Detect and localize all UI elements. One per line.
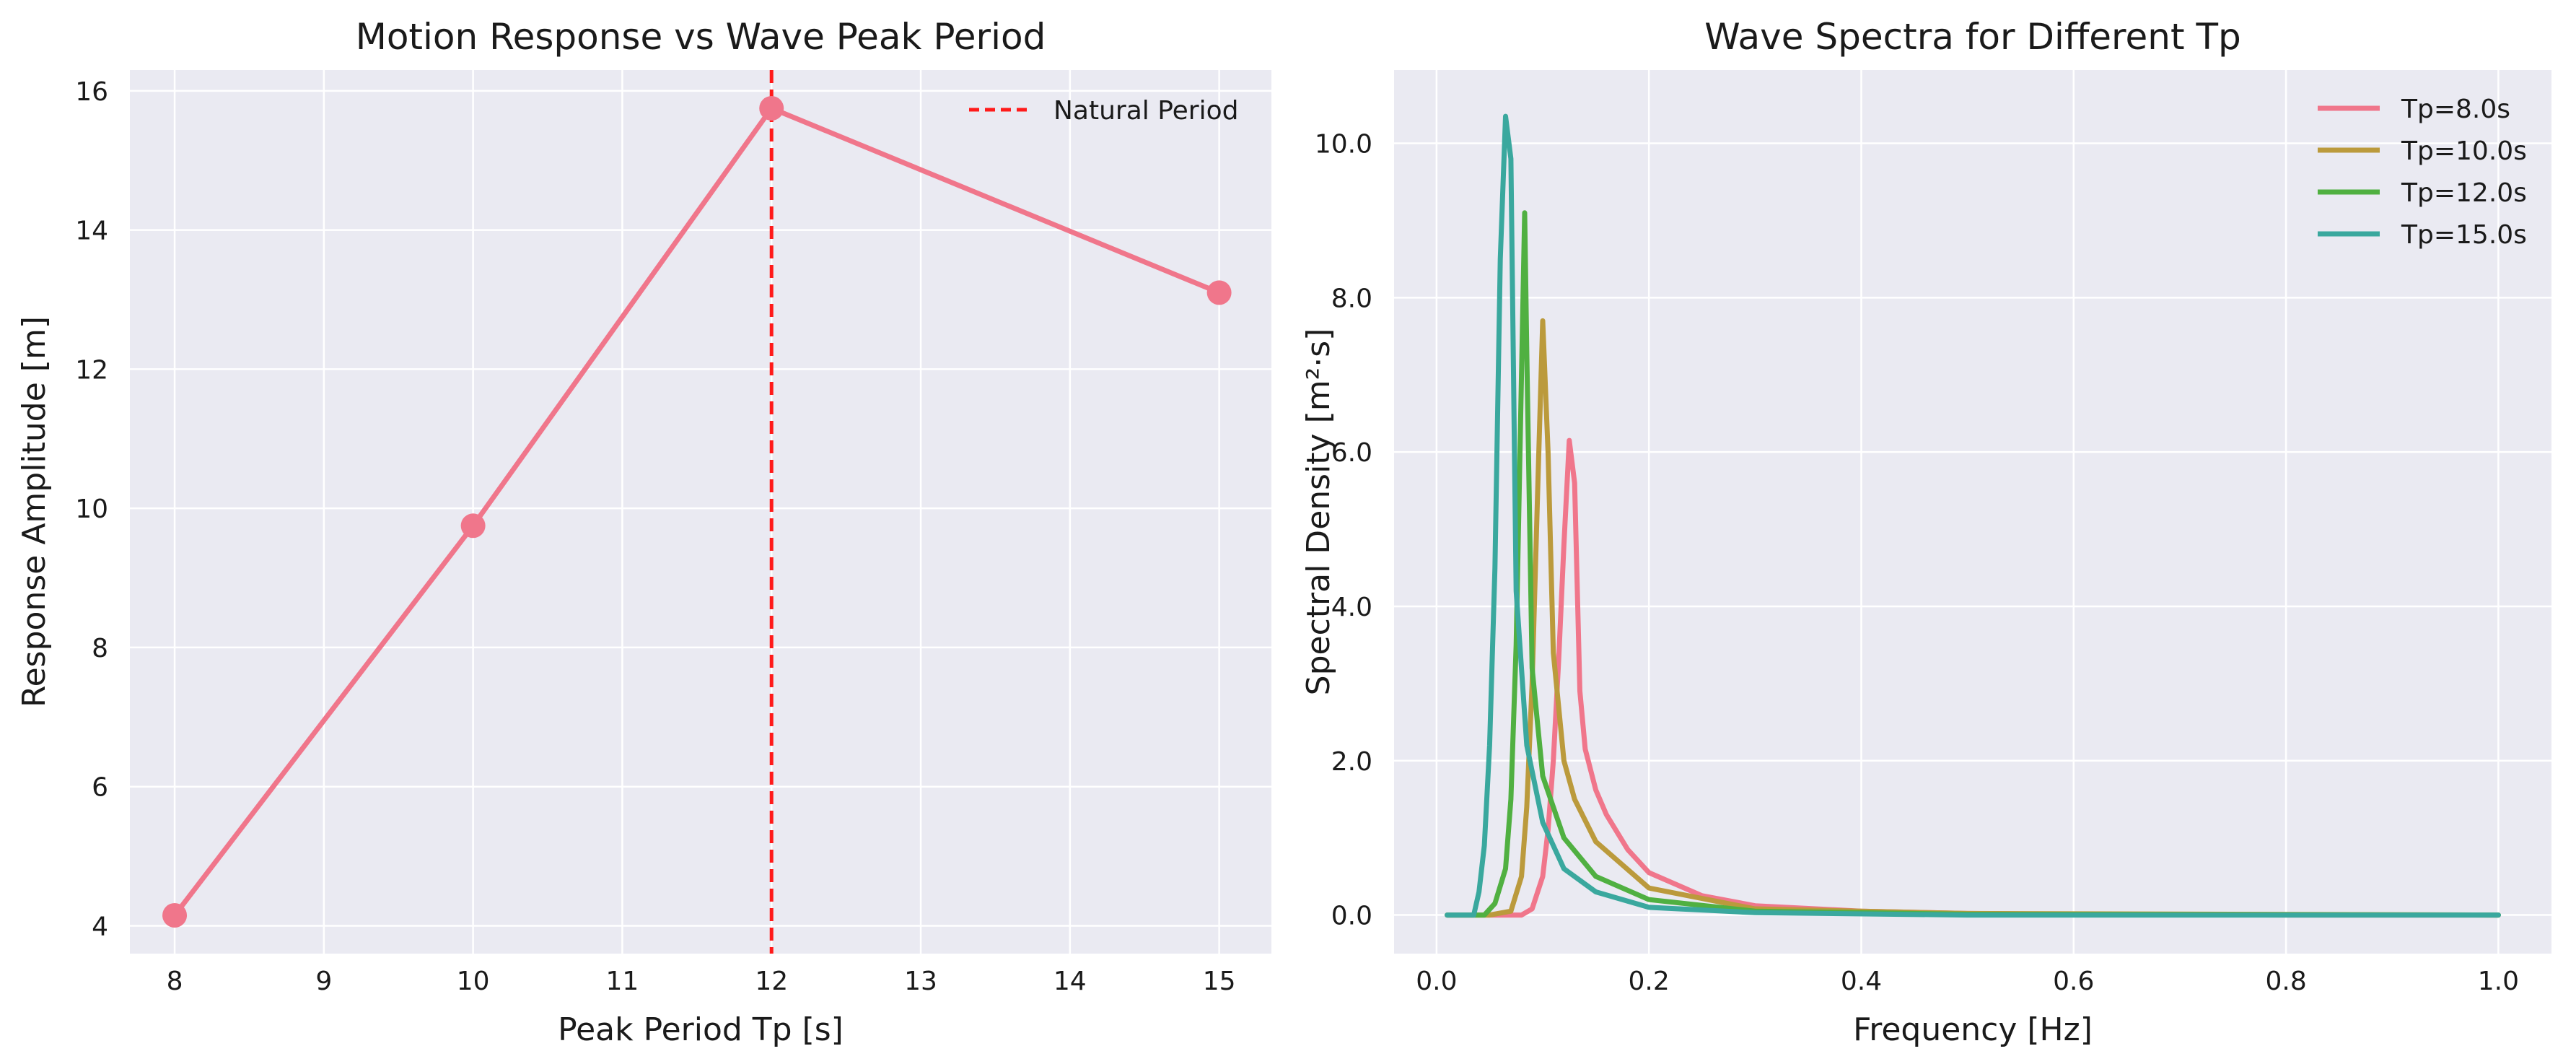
spectra-ticks: 0.0 0.2 0.4 0.6 0.8 1.0 0.0 2.0 4.0 6.0 8.0 10.0 xyxy=(1315,130,2519,996)
data-point xyxy=(460,513,486,539)
y-tick-label: 14 xyxy=(75,217,108,246)
spectra-x-axis-label: Frequency [Hz] xyxy=(1853,1011,2093,1048)
legend-label-natural-period: Natural Period xyxy=(1053,96,1238,126)
x-tick-label: 12 xyxy=(755,967,788,996)
data-point xyxy=(759,96,784,121)
y-tick-label: 10 xyxy=(75,494,108,524)
series-line-tp-10-0s xyxy=(1445,318,2501,918)
x-tick-label: 14 xyxy=(1053,967,1087,996)
legend-label-tp-8: Tp=8.0s xyxy=(2401,95,2510,124)
spectra-chart: 0.0 0.2 0.4 0.6 0.8 1.0 0.0 2.0 4.0 6.0 8.0 10.0 Wa… xyxy=(1300,16,2551,1048)
response-plot-area xyxy=(130,70,1271,954)
series-line-tp-12-0s xyxy=(1445,210,2501,918)
y-tick-label: 16 xyxy=(75,77,108,107)
y-tick-label: 6.0 xyxy=(1331,438,1372,468)
y-tick-label: 12 xyxy=(75,355,108,385)
response-y-axis-label: Response Amplitude [m] xyxy=(16,316,53,707)
x-tick-label: 0.4 xyxy=(1841,967,1882,996)
spectra-plot-area xyxy=(1394,70,2551,954)
response-chart-title: Motion Response vs Wave Peak Period xyxy=(356,16,1046,58)
data-point xyxy=(162,902,188,928)
x-tick-label: 11 xyxy=(606,967,639,996)
legend-label-tp-10: Tp=10.0s xyxy=(2401,136,2527,166)
y-tick-label: 2.0 xyxy=(1331,747,1372,777)
legend-label-tp-15: Tp=15.0s xyxy=(2401,220,2527,250)
x-tick-label: 0.8 xyxy=(2265,967,2306,996)
spectra-y-axis-label: Spectral Density [m²·s] xyxy=(1300,328,1337,696)
response-ticks: 8 9 10 11 12 13 14 15 4 6 8 10 12 14 16 xyxy=(75,77,1235,996)
x-tick-label: 15 xyxy=(1203,967,1236,996)
data-point xyxy=(1206,280,1232,305)
x-tick-label: 13 xyxy=(904,967,937,996)
x-tick-label: 8 xyxy=(167,967,183,996)
y-tick-label: 10.0 xyxy=(1315,130,1372,160)
y-tick-label: 8.0 xyxy=(1331,284,1372,313)
response-series-line xyxy=(172,105,1222,918)
y-tick-label: 0.0 xyxy=(1331,902,1372,931)
legend-label-tp-12: Tp=12.0s xyxy=(2401,178,2527,208)
y-tick-label: 4.0 xyxy=(1331,593,1372,622)
x-tick-label: 0.0 xyxy=(1416,967,1457,996)
x-tick-label: 0.6 xyxy=(2053,967,2094,996)
response-chart: 8 9 10 11 12 13 14 15 4 6 8 10 12 14 16 Motion Respons… xyxy=(16,16,1271,1048)
y-tick-label: 4 xyxy=(92,912,108,941)
y-tick-label: 8 xyxy=(92,634,108,663)
spectra-marks xyxy=(1445,113,2501,918)
response-legend: Natural Period xyxy=(969,96,1238,126)
y-tick-label: 6 xyxy=(92,773,108,803)
response-marks xyxy=(162,70,1232,954)
spectra-legend: Tp=8.0s Tp=10.0s Tp=12.0s Tp=15.0s xyxy=(2318,95,2527,250)
series-line-tp-15-0s xyxy=(1445,113,2501,918)
response-x-axis-label: Peak Period Tp [s] xyxy=(558,1011,844,1048)
x-tick-label: 0.2 xyxy=(1629,967,1670,996)
spectra-chart-title: Wave Spectra for Different Tp xyxy=(1704,16,2240,58)
x-tick-label: 10 xyxy=(457,967,490,996)
x-tick-label: 9 xyxy=(315,967,332,996)
x-tick-label: 1.0 xyxy=(2478,967,2519,996)
